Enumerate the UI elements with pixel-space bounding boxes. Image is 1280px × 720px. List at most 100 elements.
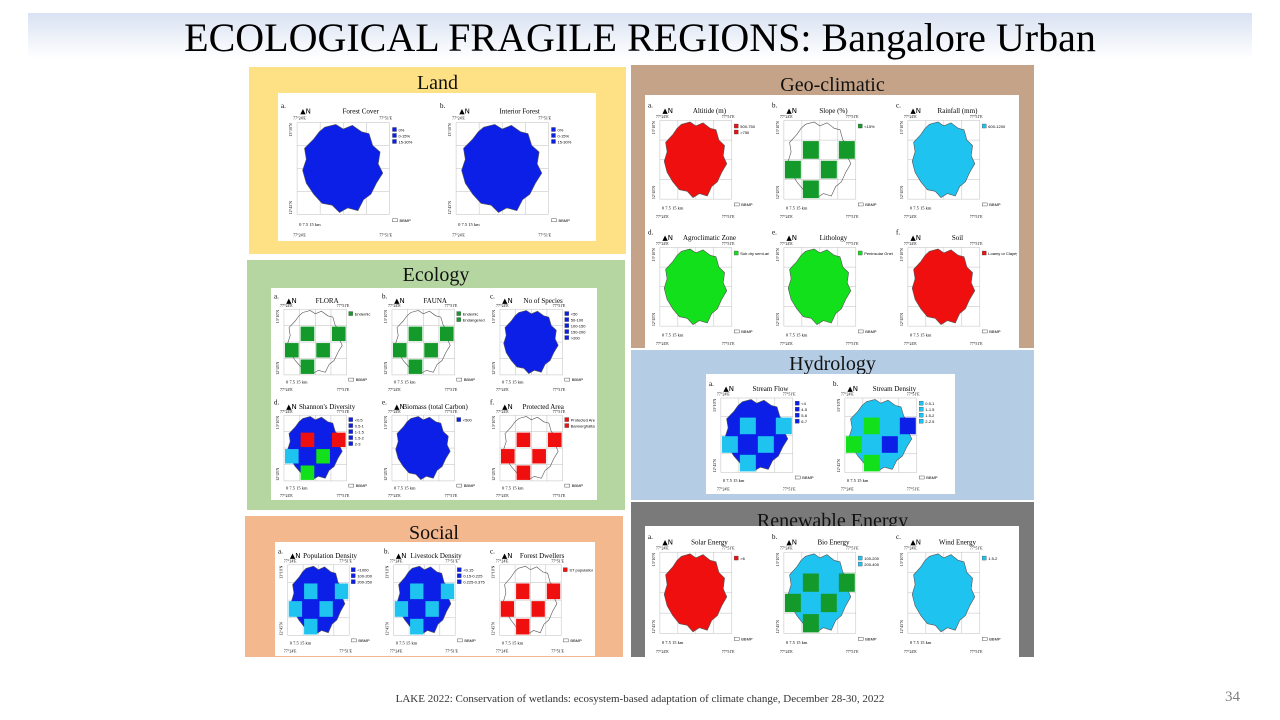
social-map-area: a. Population Density ▲N <1000 100-200 200-25… — [275, 542, 595, 656]
legend-swatch — [564, 311, 569, 316]
legend-label: 200-400 — [864, 562, 879, 567]
map-letter: a. — [648, 102, 653, 110]
map-letter: e. — [382, 399, 387, 407]
map-title: Wind Energy — [939, 538, 977, 546]
map-letter: f. — [896, 229, 900, 237]
map-title: Lithology — [820, 234, 848, 242]
legend-swatch — [858, 555, 863, 561]
lon-east-label: 77°51'E — [722, 649, 735, 654]
legend-label: 0.225-0.375 — [463, 580, 485, 585]
legend-swatch — [919, 413, 924, 418]
geo-climatic-panel: Geo-climatic a. Altitide (m) ▲N 500-750 >750… — [631, 65, 1034, 349]
map-title: Interior Forest — [500, 108, 540, 116]
map-grid — [283, 308, 347, 376]
lon-east-top-label: 77°51'E — [445, 409, 458, 414]
bbmp-swatch — [734, 202, 740, 207]
lat-south-label: 12°45'N — [491, 362, 496, 375]
lat-north-label: 13°10'N — [383, 416, 388, 429]
lon-west-top-label: 77°24'E — [388, 303, 401, 308]
lon-east-top-label: 77°51'E — [970, 114, 983, 119]
map-cell — [284, 449, 299, 464]
map-figure: d. Shannon's Diversity▲N <0.50.5-11-1.51.5… — [274, 399, 367, 498]
lat-south-label: 12°45'N — [899, 620, 904, 633]
land-panel-title: Land — [416, 72, 459, 94]
lon-west-top-label: 77°24'E — [904, 546, 917, 551]
lon-east-label: 77°51'E — [445, 493, 458, 498]
bbmp-swatch — [858, 202, 864, 207]
map-figure: a. Forest Cover ▲N 0%0-15%15-30% BBMP 77°24'E… — [281, 102, 413, 238]
legend-swatch — [982, 250, 987, 256]
lon-west-label: 77°24'E — [656, 341, 669, 346]
map-title: Shannon's Diversity — [299, 403, 356, 411]
map-cell — [394, 601, 409, 617]
legend-swatch — [563, 567, 568, 572]
map-cell — [739, 417, 756, 435]
lon-east-label: 77°51'E — [551, 649, 564, 654]
legend-label: Endemic — [463, 312, 479, 317]
lat-north-label: 13°10'N — [491, 416, 496, 429]
lat-south-label: 12°45'N — [383, 362, 388, 375]
lat-south-label: 12°45'N — [775, 620, 780, 633]
city-boundary-shape — [397, 565, 452, 635]
slide-footer: LAKE 2022: Conservation of wetlands: eco… — [395, 693, 885, 705]
bbmp-label: BBMP — [989, 202, 1001, 207]
city-boundary-shape — [395, 310, 451, 374]
lat-north-label: 13°10'N — [651, 553, 656, 566]
map-figure: c. Forest Dwellers ▲N ST population BBMP 77°2… — [490, 547, 593, 654]
lon-east-label: 77°51'E — [553, 387, 566, 392]
map-letter: d. — [274, 399, 280, 407]
legend-swatch — [457, 579, 462, 584]
legend-label: 1.5-2 — [988, 556, 998, 561]
map-cell — [516, 432, 531, 448]
bbmp-swatch — [564, 377, 570, 382]
map-cell — [408, 326, 423, 342]
geo-map-3: c. Rainfall (mm) ▲N 600-1200 BBMP 77°24'E 77°5… — [893, 95, 1017, 222]
map-title: Slope (%) — [819, 107, 848, 115]
social-map-3: c. Forest Dwellers ▲N ST population BBMP 77°2… — [487, 542, 593, 656]
map-cell — [319, 601, 333, 617]
hydrology-panel-title: Hydrology — [789, 353, 876, 375]
scale-bar-label: 0 7.5 15 km — [723, 478, 745, 483]
lon-east-label: 77°51'E — [538, 233, 551, 238]
map-title: FLORA — [316, 297, 339, 305]
lat-north-label: 13°10'N — [651, 248, 656, 261]
lon-east-label: 77°51'E — [445, 387, 458, 392]
land-map-2: b. Interior Forest ▲N 0% 0-15% 15-30% BBMP 77°2… — [437, 93, 596, 241]
ecology-map-3: c. No of Species ▲N <50 50-100 100-150 150-200… — [487, 288, 595, 394]
map-cell — [532, 449, 546, 464]
north-arrow-icon: ▲N — [286, 297, 297, 305]
map-cell — [316, 343, 330, 358]
scale-bar-label: 0 7.5 15 km — [662, 332, 684, 337]
map-title: Biomass (total Carbon) — [402, 403, 468, 411]
lon-west-label: 77°24'E — [496, 387, 509, 392]
lon-east-label: 77°51'E — [846, 214, 859, 219]
map-figure: a. Altitide (m) ▲N 500-750>750 BBMP 77°24'E 77… — [648, 102, 756, 219]
lat-south-label: 12°45'N — [775, 186, 780, 199]
lon-east-label: 77°51'E — [907, 486, 920, 491]
north-arrow-icon: ▲N — [910, 107, 921, 115]
legend-swatch — [351, 567, 356, 572]
land-panel: Land a. Forest Cover ▲N 0% 0-15% 15-30% BBMP 77… — [249, 67, 626, 254]
map-grid — [499, 564, 562, 636]
map-title: Livestock Density — [411, 552, 463, 560]
bbmp-swatch — [982, 637, 988, 641]
map-figure: b. Stream Density ▲N 0.5-11-1.51.5-22-2.5 BB… — [833, 380, 938, 491]
map-letter: b. — [772, 533, 778, 541]
map-letter: b. — [382, 293, 388, 301]
bbmp-swatch — [858, 329, 864, 334]
scale-bar-label: 0 7.5 15 km — [786, 205, 808, 210]
map-cell — [721, 436, 738, 453]
lon-west-top-label: 77°24'E — [280, 409, 293, 414]
map-title: Stream Flow — [752, 385, 789, 393]
lon-west-label: 77°24'E — [284, 649, 297, 654]
map-letter: d. — [648, 229, 654, 237]
legend-label: 100-200 — [864, 556, 879, 561]
bbmp-swatch — [982, 329, 988, 334]
lat-north-label: 13°10'N — [279, 565, 284, 578]
legend-label: 0% — [398, 127, 404, 132]
map-title: Stream Density — [873, 385, 917, 393]
north-arrow-icon: ▲N — [459, 108, 470, 116]
lon-west-label: 77°24'E — [452, 233, 465, 238]
lon-west-top-label: 77°24'E — [841, 392, 854, 397]
map-cell — [410, 618, 424, 635]
